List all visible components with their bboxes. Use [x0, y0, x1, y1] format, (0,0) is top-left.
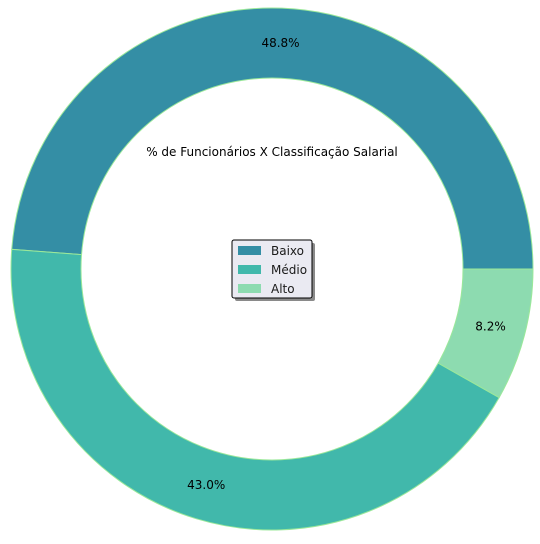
legend-swatch [238, 265, 261, 274]
legend-label: Alto [271, 282, 295, 296]
legend-entries: Baixo Médio Alto [238, 244, 307, 296]
chart-title: % de Funcionários X Classificação Salari… [146, 145, 398, 159]
legend: Baixo Médio Alto [231, 239, 315, 301]
slice-label: 8.2% [475, 320, 506, 334]
legend-swatch [238, 246, 261, 255]
legend-label: Baixo [271, 244, 304, 258]
slice-label: 48.8% [261, 36, 299, 50]
slice-label: 43.0% [187, 478, 225, 492]
legend-label: Médio [271, 263, 307, 277]
legend-swatch [238, 284, 261, 293]
slice-labels: 48.8% 43.0% 8.2% [187, 36, 506, 492]
